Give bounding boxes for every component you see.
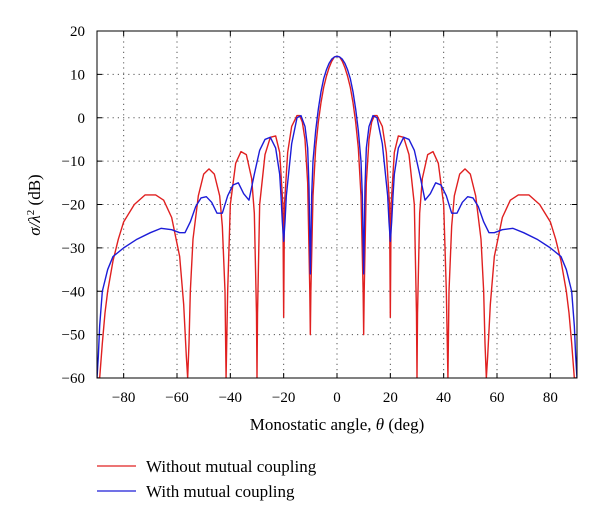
y-tick-label: −20 — [62, 198, 85, 214]
x-tick-label: 40 — [436, 390, 451, 406]
x-axis-title: Monostatic angle, θ (deg) — [250, 415, 425, 434]
y-tick-label: −10 — [62, 154, 85, 170]
x-axis-title-prefix: Monostatic angle, — [250, 415, 376, 434]
y-axis-title: σ/λ2 (dB) — [25, 174, 44, 235]
x-tick-label: −40 — [219, 390, 242, 406]
legend-label-with-coupling: With mutual coupling — [146, 482, 295, 501]
axis-ticks: −80 −60 −40 −20 0 20 40 60 80 −60 −50 −40 −30 −20 −10 0… — [62, 24, 577, 406]
grid-lines — [97, 30, 577, 379]
y-tick-label: 0 — [78, 111, 86, 127]
x-axis-title-suffix: (deg) — [384, 415, 424, 434]
series-layer — [97, 55, 577, 378]
x-tick-label: −60 — [165, 390, 188, 406]
x-axis-title-symbol: θ — [376, 415, 384, 434]
x-tick-label: 80 — [543, 390, 558, 406]
y-axis-title-suffix: (dB) — [25, 174, 44, 209]
x-tick-label: −80 — [112, 390, 135, 406]
legend-label-without-coupling: Without mutual coupling — [146, 457, 317, 476]
y-axis-title-sup: 2 — [25, 210, 37, 216]
x-tick-label: 0 — [333, 390, 341, 406]
y-tick-label: −40 — [62, 284, 85, 300]
legend: Without mutual coupling With mutual coup… — [97, 457, 317, 501]
x-tick-label: −20 — [272, 390, 295, 406]
series-line-with-coupling — [97, 55, 577, 378]
y-tick-label: 10 — [70, 67, 85, 83]
y-tick-label: −30 — [62, 241, 85, 257]
y-axis-title-prefix: σ/λ — [25, 215, 44, 235]
y-tick-label: 20 — [70, 24, 85, 40]
y-tick-label: −50 — [62, 328, 85, 344]
y-tick-label: −60 — [62, 371, 85, 387]
x-tick-label: 20 — [383, 390, 398, 406]
x-tick-label: 60 — [490, 390, 505, 406]
